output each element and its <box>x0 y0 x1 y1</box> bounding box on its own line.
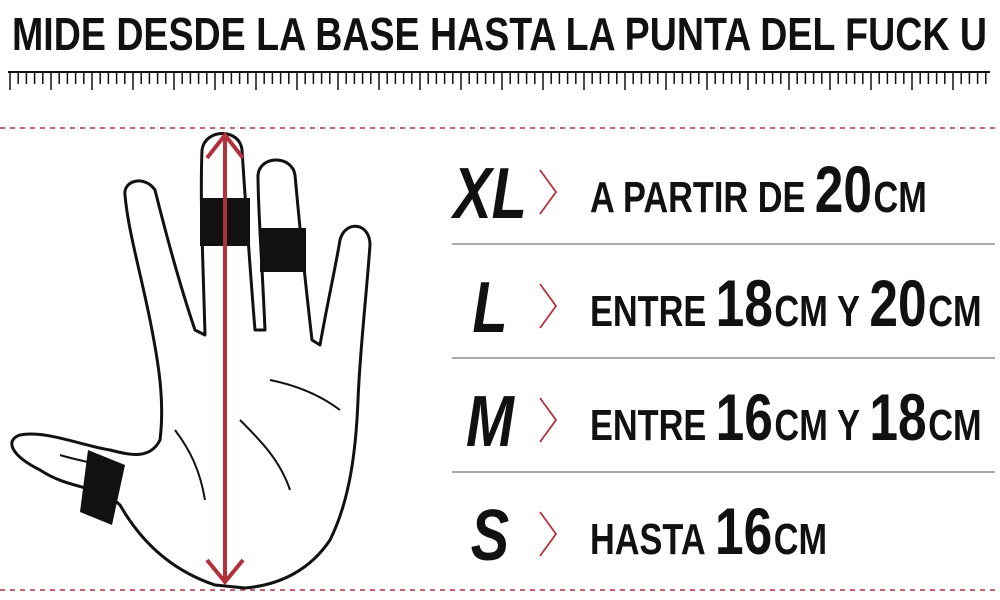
size-label: S <box>471 495 509 576</box>
measure-text: CM <box>774 401 827 450</box>
measure-text: CM <box>874 173 927 222</box>
measure-number: 16 <box>715 494 772 569</box>
chevron <box>539 511 558 557</box>
ruler <box>9 72 987 90</box>
band <box>80 450 125 525</box>
measure-text: CM <box>928 287 981 336</box>
size-rows: XL A PARTIR DE 20 CML ENTRE 18 CM Y 20 CMM ENTRE 16… <box>451 152 995 576</box>
band <box>260 228 306 272</box>
title: MIDE DESDE LA BASE HASTA LA PUNTA DEL FU… <box>12 8 987 60</box>
measure-number: 20 <box>869 266 926 341</box>
size-label: XL <box>451 153 527 234</box>
measure-text: HASTA <box>590 515 706 564</box>
size-description: A PARTIR DE 20 CM <box>590 152 927 227</box>
hand-illustration <box>10 132 372 590</box>
measure-number: 18 <box>716 266 773 341</box>
measure-text: Y <box>837 287 860 336</box>
size-description: ENTRE 16 CM Y 18 CM <box>590 380 982 455</box>
chevron <box>539 169 558 215</box>
measure-text: A PARTIR DE <box>590 173 805 222</box>
measure-text: CM <box>928 401 981 450</box>
measure-arrow <box>205 131 245 586</box>
chevron <box>539 283 558 329</box>
size-description: HASTA 16 CM <box>590 494 827 569</box>
chevron <box>539 397 558 443</box>
measure-number: 20 <box>815 152 872 227</box>
measure-text: ENTRE <box>590 287 706 336</box>
measure-number: 16 <box>716 380 773 455</box>
size-label: L <box>472 267 507 348</box>
size-label: M <box>466 381 515 462</box>
size-description: ENTRE 18 CM Y 20 CM <box>590 266 982 341</box>
measure-text: CM <box>774 287 827 336</box>
measure-number: 18 <box>869 380 926 455</box>
measure-text: ENTRE <box>590 401 706 450</box>
measure-text: CM <box>774 515 827 564</box>
measure-text: Y <box>837 401 860 450</box>
